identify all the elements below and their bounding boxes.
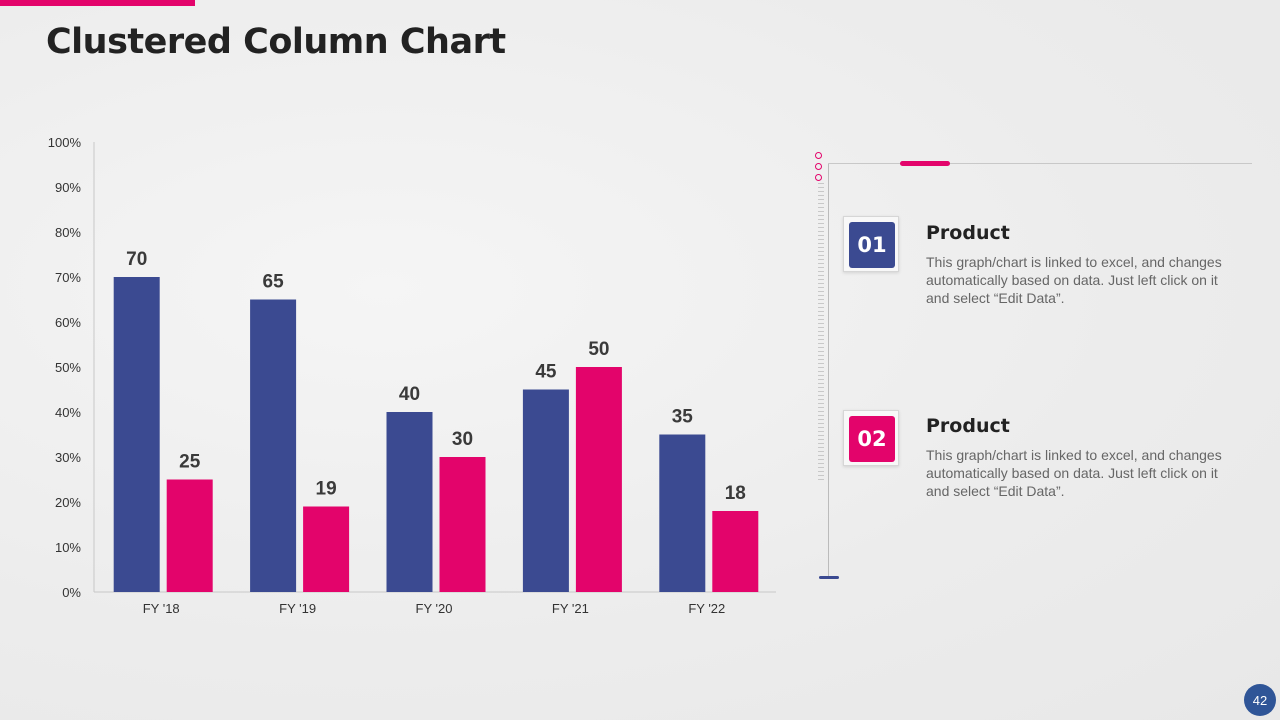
y-tick-label: 50%	[55, 360, 81, 375]
panel-top-line	[828, 163, 1252, 164]
data-label: 35	[672, 407, 694, 428]
y-tick-label: 60%	[55, 315, 81, 330]
data-label: 40	[399, 384, 420, 405]
bar	[250, 299, 297, 592]
legend-number-01: 01	[849, 222, 895, 268]
top-accent-bar	[0, 0, 195, 6]
panel-top-accent	[900, 161, 950, 166]
bar	[113, 277, 160, 592]
legend-number-box-01: 01	[843, 216, 899, 272]
data-label: 45	[535, 362, 557, 383]
legend-title-02: Product	[926, 415, 1010, 437]
bar	[166, 479, 213, 592]
y-tick-label: 80%	[55, 225, 81, 240]
data-label: 25	[179, 452, 201, 473]
y-tick-label: 30%	[55, 450, 81, 465]
x-tick-label: FY '21	[552, 601, 589, 616]
y-tick-label: 40%	[55, 405, 81, 420]
page-number-badge: 42	[1244, 684, 1276, 716]
timeline-end-marker	[819, 576, 839, 579]
timeline-dot	[815, 174, 822, 181]
clustered-column-chart: 0% 10% 20% 30% 40% 50% 60% 70% 80% 90% 100% 70 25 FY …	[48, 135, 776, 616]
x-tick-label: FY '20	[416, 601, 453, 616]
bar	[386, 412, 433, 592]
data-label: 50	[588, 339, 609, 360]
timeline-dot	[815, 152, 822, 159]
timeline-dashes	[818, 183, 824, 483]
data-label: 19	[316, 479, 337, 500]
bar	[659, 434, 706, 592]
y-tick-label: 100%	[48, 135, 82, 150]
y-tick-label: 20%	[55, 495, 81, 510]
y-tick-label: 90%	[55, 180, 81, 195]
y-tick-label: 0%	[62, 585, 81, 600]
x-tick-label: FY '22	[688, 601, 725, 616]
bar	[712, 511, 759, 592]
data-label: 18	[725, 483, 746, 504]
legend-description-01: This graph/chart is linked to excel, and…	[926, 254, 1222, 306]
data-label: 70	[126, 249, 147, 270]
page-title: Clustered Column Chart	[46, 22, 506, 62]
data-label: 65	[263, 272, 285, 293]
x-tick-label: FY '18	[143, 601, 180, 616]
y-tick-label: 70%	[55, 270, 81, 285]
timeline-dot	[815, 163, 822, 170]
bar	[575, 367, 622, 592]
bar	[522, 389, 569, 592]
x-tick-label: FY '19	[279, 601, 316, 616]
legend-title-01: Product	[926, 222, 1010, 244]
data-label: 30	[452, 429, 473, 450]
bar	[303, 506, 350, 592]
legend-number-box-02: 02	[843, 410, 899, 466]
bar	[439, 457, 486, 592]
legend-description-02: This graph/chart is linked to excel, and…	[926, 447, 1222, 499]
y-tick-label: 10%	[55, 540, 81, 555]
timeline-line	[828, 163, 829, 578]
legend-number-02: 02	[849, 416, 895, 462]
